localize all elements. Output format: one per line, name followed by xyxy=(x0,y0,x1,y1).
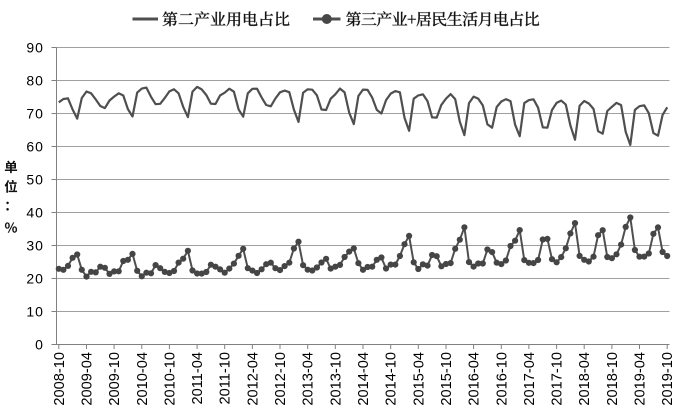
svg-text:2019-04: 2019-04 xyxy=(633,352,649,406)
svg-text:2018-10: 2018-10 xyxy=(605,352,621,406)
svg-text:2017-04: 2017-04 xyxy=(522,352,538,406)
svg-text:40: 40 xyxy=(26,205,43,221)
svg-text:2013-04: 2013-04 xyxy=(301,352,317,406)
svg-text:2016-10: 2016-10 xyxy=(494,352,510,406)
svg-text:20: 20 xyxy=(26,271,43,287)
svg-text:2018-04: 2018-04 xyxy=(577,352,593,406)
svg-text:2009-04: 2009-04 xyxy=(80,352,96,406)
svg-text:2009-10: 2009-10 xyxy=(107,352,123,406)
svg-text:90: 90 xyxy=(26,40,43,56)
svg-text:2019-10: 2019-10 xyxy=(660,352,676,406)
svg-text:10: 10 xyxy=(26,304,43,320)
svg-text:2010-10: 2010-10 xyxy=(162,352,178,406)
svg-text:50: 50 xyxy=(26,172,43,188)
svg-text:30: 30 xyxy=(26,238,43,254)
svg-text:2011-04: 2011-04 xyxy=(190,352,206,404)
svg-text:2014-10: 2014-10 xyxy=(384,352,400,406)
svg-text:2014-04: 2014-04 xyxy=(356,352,372,406)
svg-text:2015-04: 2015-04 xyxy=(411,352,427,406)
svg-text:2012-10: 2012-10 xyxy=(273,352,289,406)
svg-text:2012-04: 2012-04 xyxy=(245,352,261,406)
svg-text:2008-10: 2008-10 xyxy=(52,352,68,406)
svg-text:2013-10: 2013-10 xyxy=(328,352,344,406)
svg-text:2017-10: 2017-10 xyxy=(550,352,566,406)
svg-text:2015-10: 2015-10 xyxy=(439,352,455,406)
svg-text:0: 0 xyxy=(35,337,44,353)
svg-text:60: 60 xyxy=(26,139,43,155)
svg-text:2011-10: 2011-10 xyxy=(218,352,234,404)
svg-text:70: 70 xyxy=(26,106,43,122)
svg-text:2016-04: 2016-04 xyxy=(467,352,483,406)
svg-text:2010-04: 2010-04 xyxy=(135,352,151,406)
svg-text:80: 80 xyxy=(26,73,43,89)
